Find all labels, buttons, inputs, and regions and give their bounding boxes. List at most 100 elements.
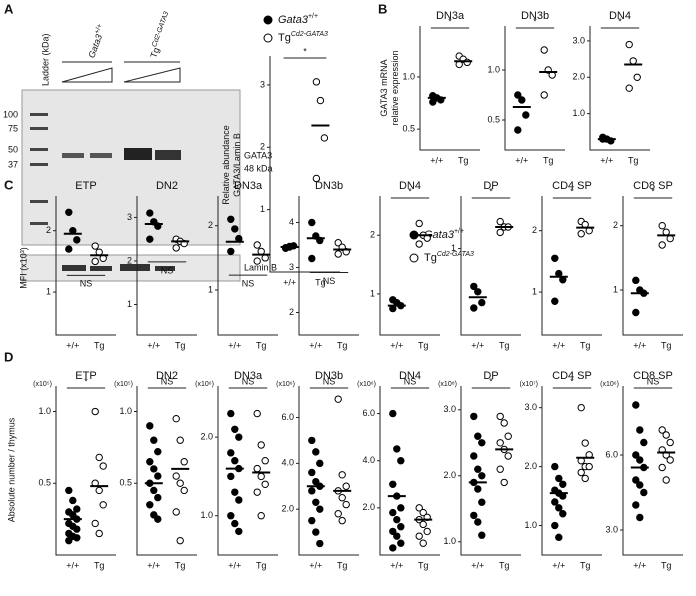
data-point bbox=[73, 505, 81, 513]
data-point bbox=[658, 222, 666, 230]
legend-swatch bbox=[263, 15, 273, 25]
y-tick-label: 4.0 bbox=[362, 455, 375, 465]
significance-label: NS bbox=[323, 376, 336, 386]
data-point bbox=[555, 474, 563, 483]
y-tick-label: 2 bbox=[208, 220, 213, 230]
data-point bbox=[389, 409, 397, 418]
y-tick-label: 2.0 bbox=[200, 432, 213, 442]
y-tick-label: 0.5 bbox=[119, 478, 132, 488]
y-tick-label: 1.0 bbox=[487, 64, 500, 74]
y-tick-label: 1.0 bbox=[572, 108, 585, 118]
laminb-bands bbox=[62, 264, 175, 271]
chart-title: DN4 bbox=[399, 180, 421, 192]
data-point bbox=[496, 217, 504, 226]
y-tick-label: 1 bbox=[451, 243, 456, 253]
data-point bbox=[632, 276, 640, 285]
chart-title: DP bbox=[483, 370, 498, 382]
legend-entry: Gata3+/+ bbox=[278, 13, 318, 26]
data-point bbox=[316, 505, 324, 513]
data-point bbox=[235, 496, 243, 504]
y-tick-label: 1 bbox=[613, 284, 618, 294]
data-point bbox=[65, 536, 73, 545]
x-tick-label: Tg bbox=[256, 340, 267, 350]
axis-multiplier: (x10⁸) bbox=[438, 381, 457, 388]
chart-title: CD8 SP bbox=[633, 180, 673, 192]
x-tick-label: Tg bbox=[418, 340, 429, 350]
data-point bbox=[636, 456, 644, 464]
data-point bbox=[176, 436, 184, 444]
data-point bbox=[636, 426, 644, 434]
y-tick-label: 2 bbox=[46, 225, 51, 235]
data-point bbox=[540, 46, 548, 54]
x-tick-label: +/+ bbox=[228, 560, 241, 570]
data-point bbox=[261, 457, 269, 465]
x-tick-label: Tg bbox=[337, 560, 348, 570]
significance-label: * bbox=[489, 186, 493, 196]
data-point bbox=[146, 501, 154, 509]
data-point bbox=[308, 487, 316, 495]
x-tick-label: Tg bbox=[661, 340, 672, 350]
data-point bbox=[658, 463, 666, 472]
data-point bbox=[577, 468, 585, 477]
chart-title: DN3b bbox=[315, 370, 343, 382]
y-tick-label: 3.0 bbox=[443, 404, 456, 414]
data-point bbox=[65, 208, 73, 216]
data-point bbox=[308, 468, 316, 477]
legend-entry: Gata3+/+ bbox=[424, 228, 464, 241]
y-tick-label: 4 bbox=[289, 217, 294, 227]
marker-label: 50 bbox=[8, 144, 18, 154]
y-tick-label: 2.0 bbox=[362, 502, 375, 512]
y-tick-label: 1.0 bbox=[119, 406, 132, 416]
x-tick-label: +/+ bbox=[147, 560, 160, 570]
data-point bbox=[176, 479, 184, 487]
data-point bbox=[474, 432, 482, 440]
y-tick-label: 0.5 bbox=[38, 478, 51, 488]
axes bbox=[217, 196, 278, 336]
chart-title: DN4 bbox=[399, 370, 421, 382]
axes bbox=[541, 196, 602, 336]
data-point bbox=[551, 521, 559, 530]
y-tick-label: 1.0 bbox=[38, 406, 51, 416]
data-point bbox=[172, 414, 180, 423]
data-point bbox=[559, 480, 567, 488]
data-point bbox=[99, 462, 107, 470]
data-point bbox=[640, 438, 648, 447]
data-point bbox=[261, 480, 269, 488]
data-point bbox=[154, 472, 162, 480]
data-point bbox=[338, 516, 346, 525]
axes bbox=[460, 386, 521, 556]
x-tick-label: Tg bbox=[337, 340, 348, 350]
data-point bbox=[429, 98, 437, 106]
data-point bbox=[478, 531, 486, 539]
axis-multiplier: (x10⁶) bbox=[600, 381, 619, 388]
panel-label: D bbox=[4, 349, 13, 364]
y-tick-label: 1 bbox=[208, 284, 213, 294]
data-point bbox=[146, 422, 154, 430]
data-point bbox=[257, 512, 265, 520]
panel-label: C bbox=[4, 177, 14, 192]
x-tick-label: +/+ bbox=[66, 340, 79, 350]
y-tick-label: 2.0 bbox=[572, 72, 585, 82]
legend-swatch bbox=[409, 253, 419, 263]
y-tick-label: 2 bbox=[370, 230, 375, 240]
x-tick-label: Tg bbox=[256, 560, 267, 570]
axis-multiplier: (x10⁶) bbox=[276, 381, 295, 388]
y-tick-label: 3 bbox=[127, 212, 132, 222]
data-point bbox=[419, 539, 427, 547]
x-tick-label: Tg bbox=[458, 155, 469, 165]
significance-label: NS bbox=[242, 278, 255, 288]
data-point bbox=[231, 519, 239, 528]
data-point bbox=[65, 486, 73, 495]
data-point bbox=[338, 494, 346, 502]
axes bbox=[217, 386, 278, 556]
wt-label: Gata3+/+ bbox=[85, 23, 108, 60]
data-point bbox=[504, 432, 512, 440]
data-point bbox=[150, 436, 158, 444]
data-point bbox=[172, 472, 180, 480]
axes bbox=[269, 56, 340, 273]
axes bbox=[55, 386, 116, 556]
data-point bbox=[320, 134, 329, 142]
y-tick-label: 3 bbox=[260, 79, 265, 89]
data-point bbox=[73, 534, 81, 542]
western-blot: Ladder (kDa) Gata3+/+ TgCd2-GATA3 100 75… bbox=[3, 11, 277, 282]
